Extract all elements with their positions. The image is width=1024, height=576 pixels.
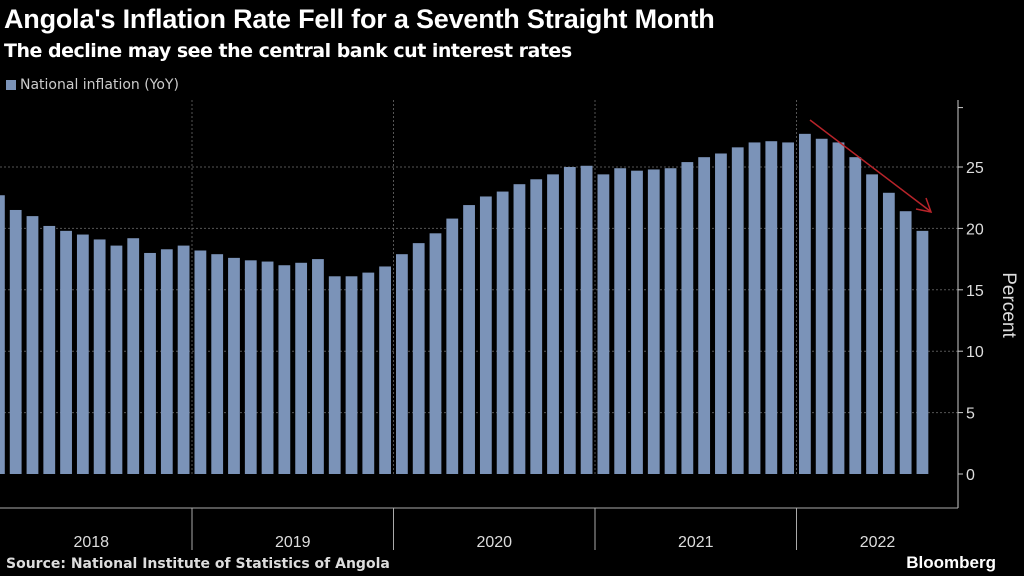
bar — [731, 147, 744, 475]
bar — [345, 276, 358, 474]
x-tick-label: 2022 — [860, 534, 896, 551]
bar — [160, 249, 173, 474]
bar — [9, 209, 22, 475]
legend: National inflation (YoY) — [6, 77, 179, 93]
bar — [563, 167, 576, 474]
bar — [815, 138, 828, 475]
bar — [866, 174, 878, 475]
bar — [832, 142, 845, 474]
bar — [916, 230, 929, 474]
x-tick-label: 2019 — [275, 534, 311, 551]
bar — [60, 230, 72, 474]
bar — [379, 266, 391, 474]
bar — [412, 243, 425, 474]
y-tick-label: 20 — [966, 221, 984, 238]
bar — [597, 174, 610, 475]
bar — [110, 245, 123, 474]
bar — [479, 196, 492, 475]
bar — [127, 238, 140, 474]
bar — [782, 142, 794, 474]
bar — [765, 141, 778, 474]
arrow-head-icon — [915, 197, 933, 213]
bar — [664, 168, 677, 474]
legend-swatch — [6, 80, 16, 90]
y-tick-label: 25 — [966, 160, 984, 177]
bar — [211, 254, 224, 474]
bar — [647, 169, 660, 474]
bar — [547, 174, 559, 475]
bar — [631, 170, 643, 474]
bloomberg-logo: Bloomberg — [906, 553, 996, 572]
bar — [429, 233, 442, 474]
bar — [244, 260, 257, 474]
bar — [312, 259, 324, 474]
bar — [194, 250, 207, 474]
bar — [0, 195, 5, 474]
bar — [899, 211, 912, 474]
bar — [614, 168, 627, 474]
bar — [43, 225, 56, 474]
bar — [446, 218, 459, 474]
y-tick-label: 15 — [966, 283, 984, 300]
bar — [513, 184, 526, 474]
chart-subtitle: The decline may see the central bank cut… — [4, 40, 572, 62]
bar — [228, 257, 240, 474]
trend-arrow — [809, 119, 931, 212]
chart-title: Angola's Inflation Rate Fell for a Seven… — [4, 4, 715, 34]
bar — [278, 265, 291, 474]
bar — [580, 165, 593, 474]
bar — [463, 205, 475, 474]
bar — [26, 216, 39, 474]
bar — [177, 245, 190, 474]
bar — [93, 239, 106, 474]
bar — [681, 162, 694, 474]
y-tick-label: 5 — [966, 406, 975, 423]
bar — [144, 252, 156, 474]
bar — [799, 133, 811, 474]
bar — [328, 276, 341, 474]
bar — [530, 179, 543, 474]
bar — [496, 191, 509, 474]
bar — [715, 153, 727, 474]
bar — [396, 254, 408, 474]
x-tick-label: 2020 — [476, 534, 512, 551]
bar — [698, 157, 711, 474]
x-tick-label: 2021 — [678, 534, 714, 551]
y-tick-label: 10 — [966, 344, 984, 361]
source-note: Source: National Institute of Statistics… — [6, 556, 390, 572]
bar — [748, 142, 761, 474]
bar — [261, 261, 274, 474]
bar — [76, 234, 89, 474]
bar — [362, 272, 375, 474]
bar — [849, 157, 862, 474]
y-axis-label: Percent — [998, 272, 1019, 338]
x-tick-label: 2018 — [73, 534, 109, 551]
legend-label: National inflation (YoY) — [20, 77, 179, 93]
y-tick-label: 0 — [966, 467, 975, 484]
bar — [295, 262, 308, 474]
bar — [882, 192, 895, 474]
